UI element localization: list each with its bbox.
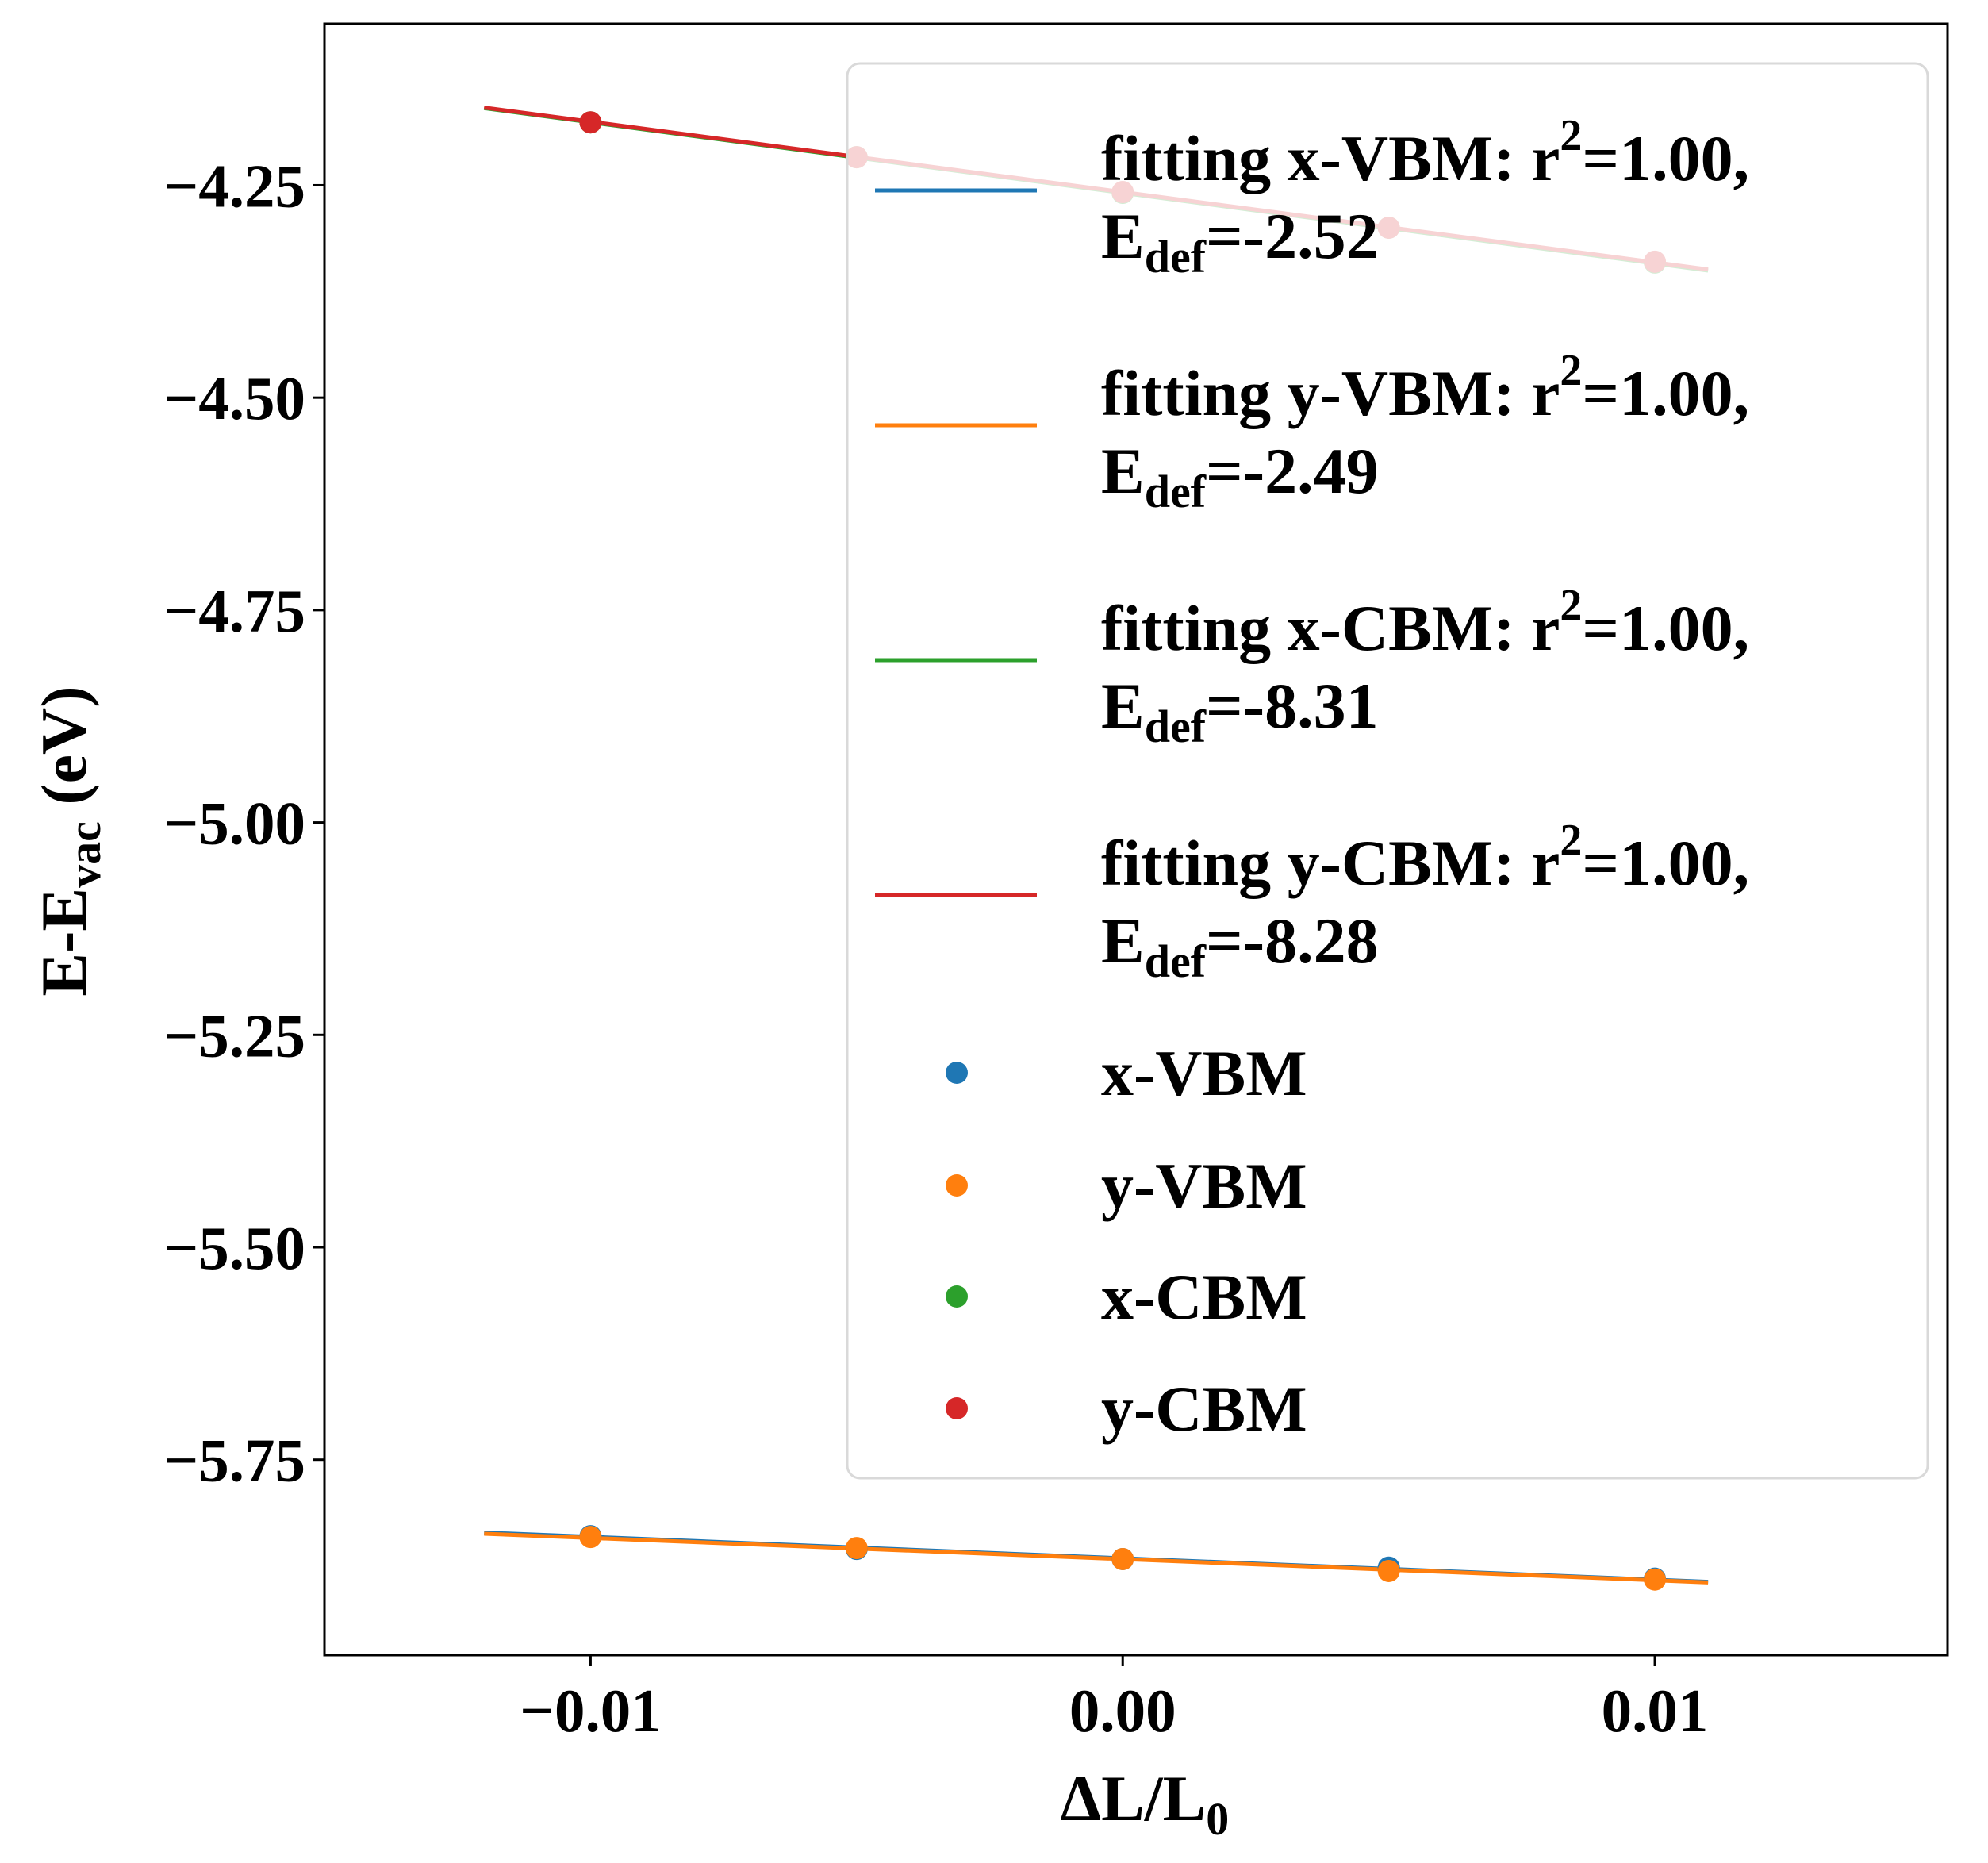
y-tick-label: −5.50: [163, 1214, 305, 1282]
legend-edef-sub: def: [1145, 935, 1207, 987]
legend-edef-main: E: [1101, 905, 1145, 977]
legend-label-sup: 2: [1560, 581, 1582, 630]
legend-edef-main: E: [1101, 670, 1145, 742]
x-axis-ticks: −0.01 0.00 0.01: [520, 1655, 1708, 1745]
y-axis-label-main: E-E: [28, 888, 100, 997]
legend-label-main: fitting y-CBM: r: [1101, 827, 1560, 899]
y-tick-label: −5.25: [163, 1001, 305, 1070]
point-y-CBM: [579, 111, 602, 134]
legend-label-fit: fitting y-CBM: r2=1.00,: [1101, 816, 1749, 899]
y-tick-label: −5.75: [163, 1427, 305, 1495]
y-axis-ticks: −4.25 −4.50 −4.75 −5.00 −5.25 −5.50 −5.75: [163, 152, 324, 1495]
legend-label-sup: 2: [1560, 816, 1582, 865]
legend-entry-fit-x-CBM: fitting x-CBM: r2=1.00,Edef=-8.31: [875, 581, 1749, 752]
legend-entry-x-CBM: x-CBM: [946, 1261, 1307, 1333]
y-tick-label: −5.00: [163, 789, 305, 858]
legend-edef-value: =-8.31: [1206, 670, 1379, 742]
fit-line-y-VBM: [484, 1531, 1709, 1585]
y-axis-label-sub: vac: [59, 821, 110, 888]
x-axis-label-sub: 0: [1206, 1793, 1229, 1845]
legend-edef-value: =-2.49: [1206, 435, 1379, 507]
legend-box: [846, 62, 1929, 1480]
legend-entry-y-CBM: y-CBM: [946, 1373, 1307, 1445]
legend-swatch-point: [946, 1062, 968, 1084]
legend-label-sup: 2: [1560, 346, 1582, 395]
legend-label-main: fitting x-CBM: r: [1101, 592, 1560, 664]
x-tick-label: 0.00: [1069, 1677, 1176, 1745]
point-y-VBM: [845, 1537, 868, 1560]
legend-label-tail: =1.00,: [1582, 357, 1749, 429]
legend-entry-fit-y-VBM: fitting y-VBM: r2=1.00,Edef=-2.49: [875, 346, 1749, 517]
legend-entry-fit-y-CBM: fitting y-CBM: r2=1.00,Edef=-8.28: [875, 816, 1749, 987]
legend-label-tail: =1.00,: [1582, 592, 1749, 664]
point-y-VBM: [1377, 1559, 1400, 1582]
plot-frame: [323, 22, 1949, 1657]
legend-edef-main: E: [1101, 435, 1145, 507]
y-axis-label-tail: (eV): [28, 686, 100, 821]
y-tick-label: −4.25: [163, 152, 305, 220]
legend-label-edef: Edef=-2.52: [1101, 200, 1379, 282]
legend-label-main: fitting y-VBM: r: [1101, 357, 1560, 429]
legend-swatch-point: [946, 1397, 968, 1419]
legend-label-fit: fitting x-VBM: r2=1.00,: [1101, 111, 1749, 194]
point-y-VBM: [1644, 1568, 1667, 1591]
legend-label-edef: Edef=-8.31: [1101, 670, 1379, 752]
legend-label-sup: 2: [1560, 111, 1582, 160]
legend-label-point: x-CBM: [1101, 1261, 1307, 1333]
legend-label-fit: fitting x-CBM: r2=1.00,: [1101, 581, 1749, 664]
legend: fitting x-VBM: r2=1.00,Edef=-2.52fitting…: [875, 111, 1749, 1445]
legend-edef-value: =-8.28: [1206, 905, 1379, 977]
legend-label-edef: Edef=-8.28: [1101, 905, 1379, 987]
x-axis-label: ΔL/L0: [1061, 1762, 1230, 1845]
legend-label-main: fitting x-VBM: r: [1101, 122, 1560, 194]
point-y-VBM: [1111, 1547, 1134, 1570]
legend-edef-sub: def: [1145, 231, 1207, 282]
legend-edef-value: =-2.52: [1206, 200, 1379, 272]
y-axis-label: E-Evac (eV): [28, 686, 110, 996]
y-tick-label: −4.75: [163, 577, 305, 645]
legend-entry-y-VBM: y-VBM: [946, 1150, 1307, 1222]
legend-label-point: y-VBM: [1101, 1150, 1307, 1222]
legend-entry-fit-x-VBM: fitting x-VBM: r2=1.00,Edef=-2.52: [875, 111, 1749, 282]
legend-edef-sub: def: [1145, 701, 1207, 752]
legend-label-point: y-CBM: [1101, 1373, 1307, 1445]
legend-edef-sub: def: [1145, 466, 1207, 517]
x-axis-label-main: ΔL/L: [1061, 1762, 1207, 1834]
x-tick-label: 0.01: [1602, 1677, 1709, 1745]
legend-label-fit: fitting y-VBM: r2=1.00,: [1101, 346, 1749, 429]
point-y-VBM: [579, 1526, 602, 1549]
legend-edef-main: E: [1101, 200, 1145, 272]
x-tick-label: −0.01: [520, 1677, 662, 1745]
legend-label-tail: =1.00,: [1582, 122, 1749, 194]
legend-label-tail: =1.00,: [1582, 827, 1749, 899]
legend-label-edef: Edef=-2.49: [1101, 435, 1379, 517]
legend-swatch-point: [946, 1285, 968, 1308]
legend-swatch-point: [946, 1174, 968, 1197]
legend-entry-x-VBM: x-VBM: [946, 1037, 1307, 1109]
legend-label-point: x-VBM: [1101, 1037, 1307, 1109]
y-tick-label: −4.50: [163, 364, 305, 432]
